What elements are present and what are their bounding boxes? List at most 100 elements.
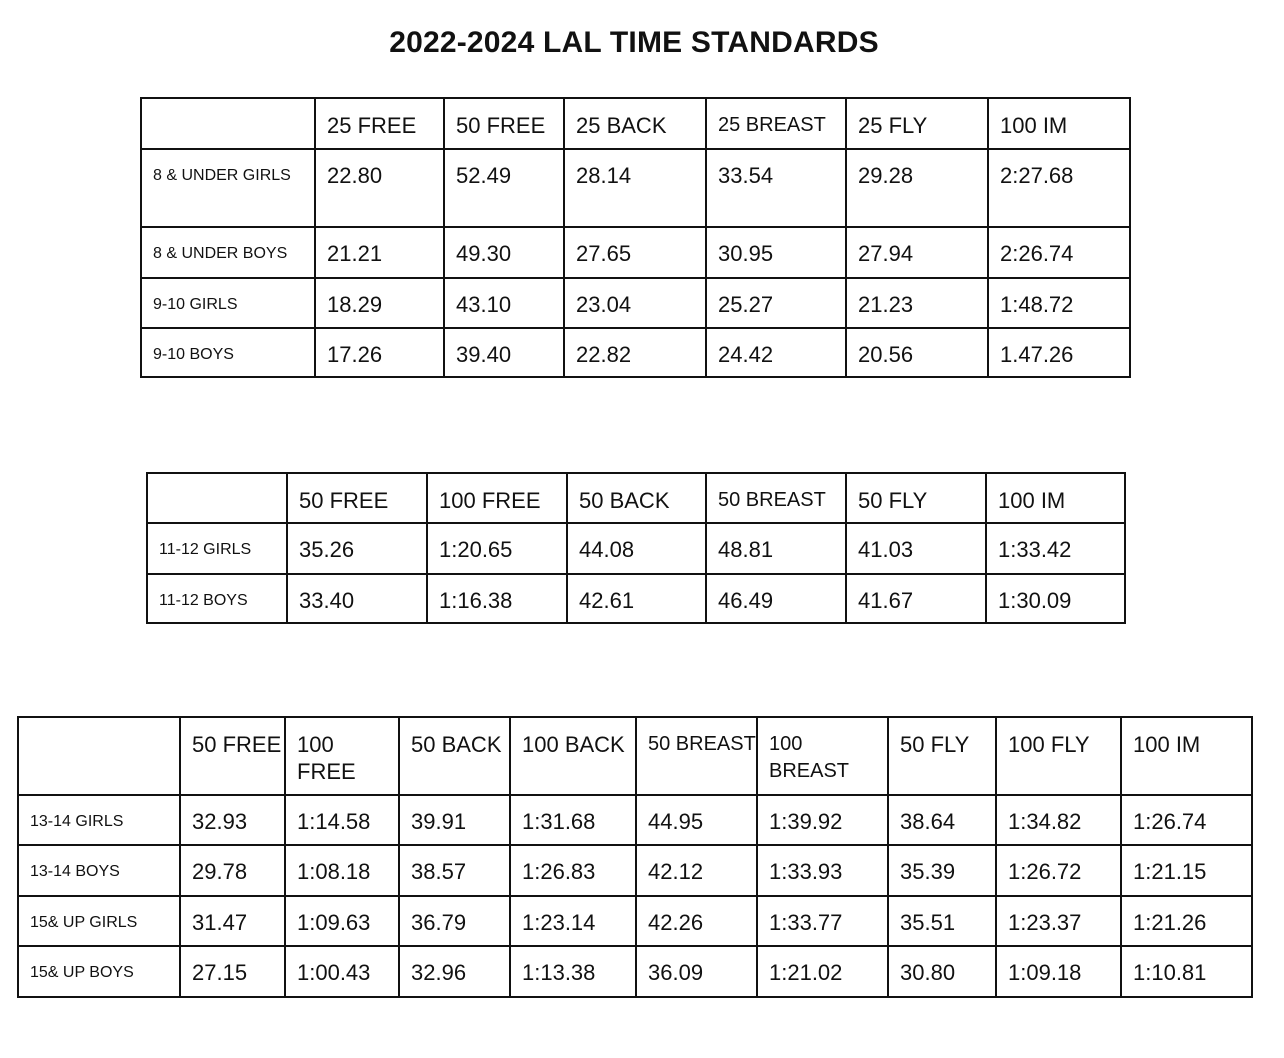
table-row: 8 & UNDER GIRLS 22.80 52.49 28.14 33.54 29.28… — [140, 148, 1131, 228]
time-cell: 33.40 — [286, 573, 428, 624]
table-row: 11-12 GIRLS 35.26 1:20.65 44.08 48.81 41.03 1:… — [146, 522, 1126, 575]
column-header: 50 FLY — [845, 472, 987, 524]
time-cell: 17.26 — [314, 327, 445, 378]
time-cell: 1:08.18 — [284, 844, 400, 897]
time-cell: 2:26.74 — [987, 226, 1131, 279]
row-label: 13-14 BOYS — [17, 844, 181, 897]
time-cell: 1:09.18 — [995, 945, 1122, 998]
time-cell: 27.65 — [563, 226, 707, 279]
time-cell: 39.91 — [398, 794, 511, 846]
time-cell: 1:33.93 — [756, 844, 889, 897]
column-header: 50 FREE — [179, 716, 286, 796]
time-cell: 1:14.58 — [284, 794, 400, 846]
time-cell: 1:30.09 — [985, 573, 1126, 624]
time-cell: 1.47.26 — [987, 327, 1131, 378]
column-header: 50 FREE — [443, 97, 565, 150]
time-cell: 33.54 — [705, 148, 847, 228]
table-row: 13-14 BOYS 29.78 1:08.18 38.57 1:26.83 42.12 1… — [17, 844, 1253, 897]
time-cell: 1:16.38 — [426, 573, 568, 624]
time-cell: 1:21.02 — [756, 945, 889, 998]
table-row: 15& UP BOYS 27.15 1:00.43 32.96 1:13.38 36.09… — [17, 945, 1253, 998]
row-label: 11-12 BOYS — [146, 573, 288, 624]
time-cell: 27.15 — [179, 945, 286, 998]
time-cell: 1:26.72 — [995, 844, 1122, 897]
time-cell: 28.14 — [563, 148, 707, 228]
time-cell: 32.93 — [179, 794, 286, 846]
time-cell: 1:13.38 — [509, 945, 637, 998]
time-cell: 1:34.82 — [995, 794, 1122, 846]
row-label: 9-10 BOYS — [140, 327, 316, 378]
time-cell: 42.61 — [566, 573, 707, 624]
time-standards-table-13-up: 50 FREE 100 FREE 50 BACK 100 BACK 50 BREAST 1… — [17, 716, 1253, 998]
time-cell: 32.96 — [398, 945, 511, 998]
table-row: 15& UP GIRLS 31.47 1:09.63 36.79 1:23.14 42.2… — [17, 895, 1253, 947]
column-header: 100 BACK — [509, 716, 637, 796]
time-cell: 24.42 — [705, 327, 847, 378]
time-cell: 35.51 — [887, 895, 997, 947]
time-cell: 1:48.72 — [987, 277, 1131, 329]
column-header: 50 BREAST — [635, 716, 758, 796]
row-label: 13-14 GIRLS — [17, 794, 181, 846]
column-header: 25 BREAST — [705, 97, 847, 150]
time-cell: 52.49 — [443, 148, 565, 228]
table-row: 9-10 GIRLS 18.29 43.10 23.04 25.27 21.23 1:48.… — [140, 277, 1131, 329]
column-header: 50 BACK — [398, 716, 511, 796]
time-cell: 39.40 — [443, 327, 565, 378]
time-cell: 43.10 — [443, 277, 565, 329]
column-header: 100 IM — [987, 97, 1131, 150]
column-header: 100 IM — [1120, 716, 1253, 796]
time-cell: 20.56 — [845, 327, 989, 378]
row-label: 8 & UNDER BOYS — [140, 226, 316, 279]
time-cell: 1:21.26 — [1120, 895, 1253, 947]
page-title: 2022-2024 LAL TIME STANDARDS — [389, 26, 879, 59]
table-row: 8 & UNDER BOYS 21.21 49.30 27.65 30.95 27.94 2… — [140, 226, 1131, 279]
time-cell: 21.21 — [314, 226, 445, 279]
time-cell: 1:33.42 — [985, 522, 1126, 575]
time-cell: 21.23 — [845, 277, 989, 329]
time-standards-table-11-12: 50 FREE 100 FREE 50 BACK 50 BREAST 50 FLY 100… — [146, 472, 1126, 624]
time-cell: 49.30 — [443, 226, 565, 279]
time-cell: 38.64 — [887, 794, 997, 846]
time-cell: 48.81 — [705, 522, 847, 575]
row-label: 9-10 GIRLS — [140, 277, 316, 329]
time-cell: 27.94 — [845, 226, 989, 279]
time-cell: 1:39.92 — [756, 794, 889, 846]
column-header: 100 FREE — [284, 716, 400, 796]
time-cell: 31.47 — [179, 895, 286, 947]
row-label: 15& UP BOYS — [17, 945, 181, 998]
corner-cell — [146, 472, 288, 524]
time-cell: 23.04 — [563, 277, 707, 329]
time-cell: 1:00.43 — [284, 945, 400, 998]
time-cell: 1:23.37 — [995, 895, 1122, 947]
column-header: 50 BACK — [566, 472, 707, 524]
row-label: 15& UP GIRLS — [17, 895, 181, 947]
time-standards-table-8-10: 25 FREE 50 FREE 25 BACK 25 BREAST 25 FLY 100 … — [140, 97, 1131, 378]
time-cell: 35.26 — [286, 522, 428, 575]
time-cell: 46.49 — [705, 573, 847, 624]
header-row: 50 FREE 100 FREE 50 BACK 50 BREAST 50 FLY 100… — [146, 472, 1126, 524]
time-cell: 42.26 — [635, 895, 758, 947]
table-row: 13-14 GIRLS 32.93 1:14.58 39.91 1:31.68 44.95… — [17, 794, 1253, 846]
column-header: 50 FREE — [286, 472, 428, 524]
time-cell: 1:21.15 — [1120, 844, 1253, 897]
column-header: 25 FREE — [314, 97, 445, 150]
time-cell: 1:33.77 — [756, 895, 889, 947]
time-cell: 35.39 — [887, 844, 997, 897]
time-cell: 1:31.68 — [509, 794, 637, 846]
time-cell: 30.95 — [705, 226, 847, 279]
column-header: 25 BACK — [563, 97, 707, 150]
time-cell: 1:20.65 — [426, 522, 568, 575]
corner-cell — [17, 716, 181, 796]
time-cell: 1:26.74 — [1120, 794, 1253, 846]
column-header: 100 FREE — [426, 472, 568, 524]
time-cell: 1:10.81 — [1120, 945, 1253, 998]
row-label: 11-12 GIRLS — [146, 522, 288, 575]
corner-cell — [140, 97, 316, 150]
time-cell: 1:23.14 — [509, 895, 637, 947]
column-header: 100 BREAST — [756, 716, 889, 796]
time-cell: 42.12 — [635, 844, 758, 897]
time-cell: 18.29 — [314, 277, 445, 329]
column-header: 50 BREAST — [705, 472, 847, 524]
header-row: 50 FREE 100 FREE 50 BACK 100 BACK 50 BREAST 1… — [17, 716, 1253, 796]
time-cell: 36.09 — [635, 945, 758, 998]
